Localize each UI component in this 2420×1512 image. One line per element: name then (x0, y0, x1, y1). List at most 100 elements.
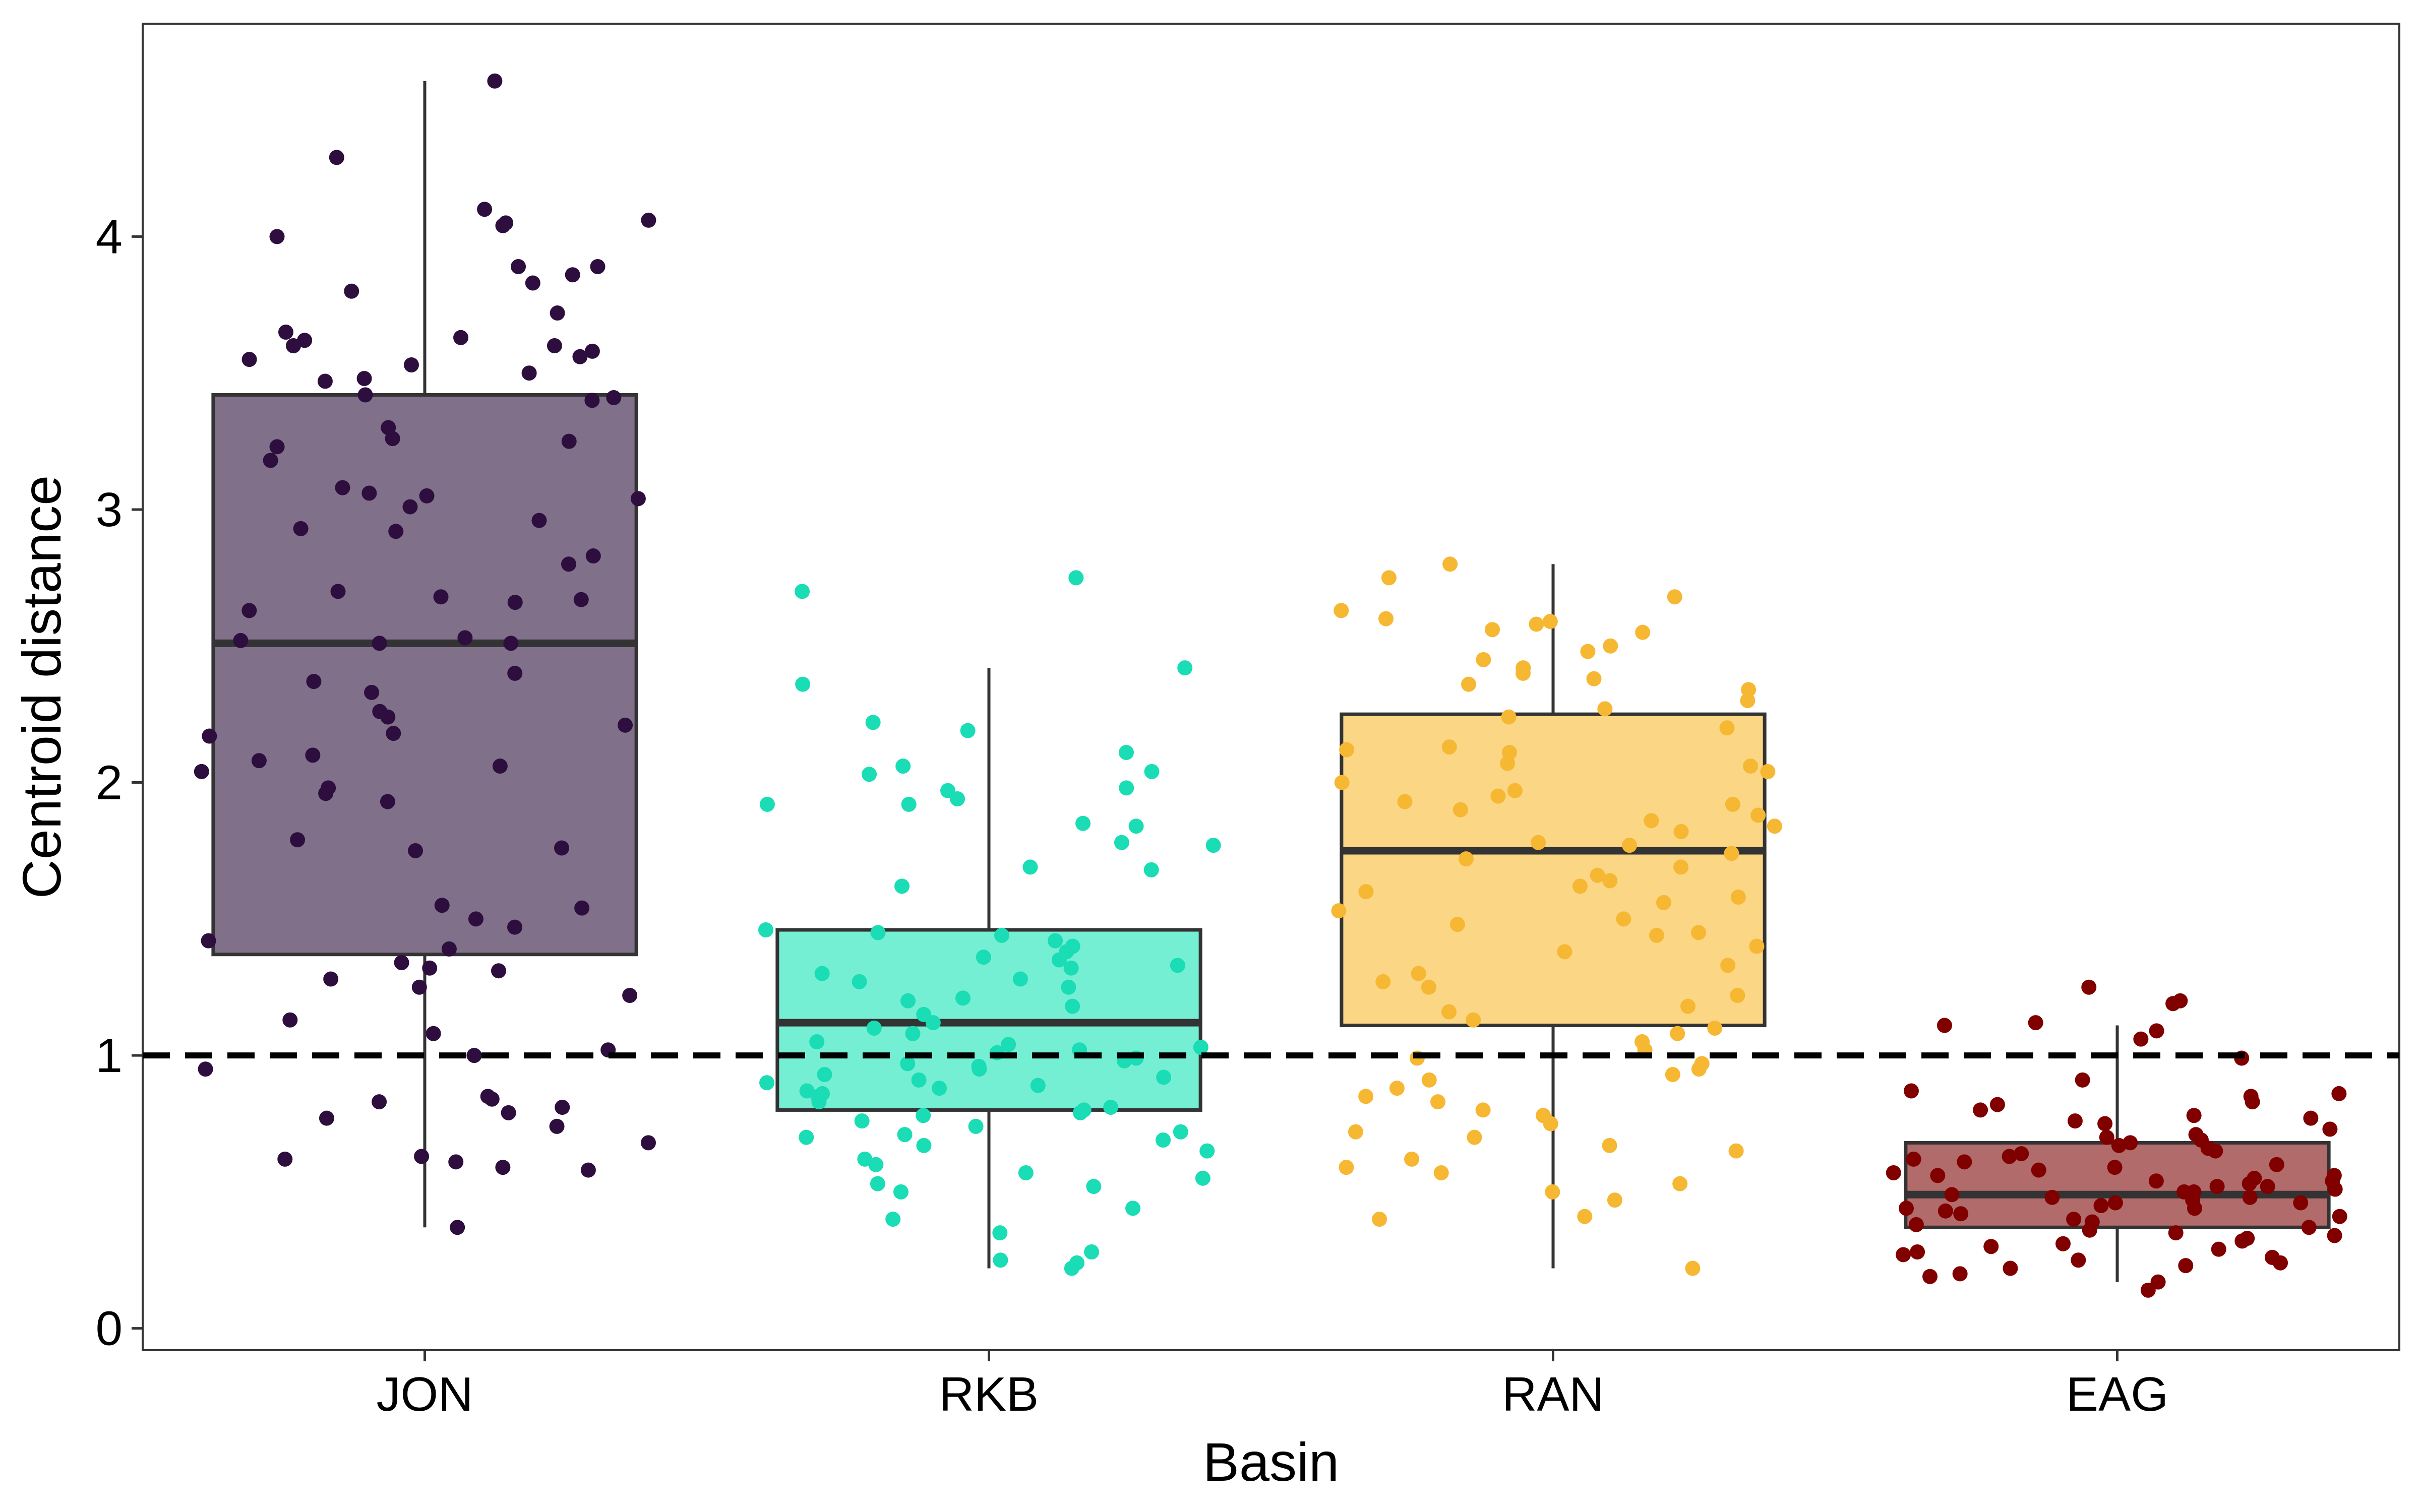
data-point-ran (1741, 682, 1757, 698)
data-point-ran (1597, 701, 1613, 717)
data-point-jon (561, 556, 577, 572)
data-point-eag (2002, 1149, 2017, 1164)
data-point-eag (1910, 1244, 1925, 1260)
data-point-ran (1673, 859, 1689, 875)
data-point-ran (1760, 764, 1776, 779)
data-point-ran (1545, 1184, 1560, 1200)
data-point-jon (402, 499, 418, 515)
data-point-ran (1603, 638, 1618, 654)
data-point-ran (1725, 796, 1740, 812)
data-point-ran (1680, 998, 1696, 1014)
data-point-ran (1656, 895, 1671, 910)
data-point-jon (630, 491, 646, 507)
data-point-jon (468, 911, 483, 927)
data-point-rkb (1048, 933, 1063, 949)
data-point-eag (1903, 1083, 1919, 1099)
data-point-eag (2168, 1225, 2184, 1241)
data-point-rkb (1177, 660, 1193, 676)
data-point-rkb (799, 1129, 814, 1145)
data-point-jon (561, 433, 577, 449)
data-point-jon (330, 584, 346, 599)
data-point-jon (426, 1026, 441, 1041)
data-point-rkb (1065, 998, 1080, 1014)
data-point-ran (1572, 878, 1588, 894)
data-point-jon (388, 524, 404, 539)
data-point-ran (1649, 927, 1664, 943)
data-point-rkb (900, 1056, 916, 1072)
data-point-jon (503, 636, 519, 651)
data-point-jon (585, 548, 601, 564)
data-point-jon (241, 603, 257, 618)
data-point-rkb (1061, 979, 1076, 995)
data-point-rkb (852, 974, 867, 989)
data-point-rkb (868, 1157, 884, 1172)
data-point-jon (201, 933, 216, 949)
data-point-ran (1691, 1061, 1707, 1077)
data-point-rkb (866, 1020, 882, 1036)
data-point-jon (550, 305, 565, 321)
data-point-jon (386, 726, 401, 741)
data-point-jon (411, 979, 427, 995)
data-point-rkb (795, 676, 811, 692)
data-point-ran (1707, 1020, 1723, 1036)
data-point-ran (1767, 818, 1782, 834)
data-point-ran (1670, 1026, 1685, 1041)
data-point-rkb (1128, 818, 1144, 834)
data-point-ran (1348, 1124, 1363, 1140)
data-point-ran (1339, 742, 1355, 758)
data-point-ran (1358, 1089, 1374, 1104)
data-point-eag (2003, 1261, 2018, 1276)
data-point-ran (1730, 987, 1745, 1003)
data-point-jon (487, 73, 503, 89)
data-point-ran (1557, 944, 1572, 960)
data-point-rkb (1012, 971, 1028, 987)
data-point-rkb (1072, 1105, 1088, 1120)
data-point-jon (590, 259, 606, 274)
data-point-eag (2140, 1282, 2156, 1298)
data-point-rkb (1173, 1124, 1188, 1140)
data-point-jon (357, 387, 373, 403)
data-point-rkb (916, 1108, 931, 1123)
data-point-jon (555, 1100, 570, 1115)
data-point-jon (269, 229, 285, 244)
data-point-eag (2245, 1094, 2260, 1110)
data-point-eag (2331, 1086, 2347, 1101)
data-point-jon (317, 373, 333, 389)
data-point-rkb (1086, 1179, 1102, 1194)
data-point-rkb (885, 1212, 901, 1227)
data-point-rkb (1084, 1244, 1100, 1260)
data-point-rkb (1143, 862, 1159, 877)
data-point-eag (2234, 1233, 2250, 1249)
data-point-jon (507, 595, 523, 610)
data-point-ran (1590, 867, 1605, 883)
data-point-ran (1685, 1261, 1701, 1276)
data-point-rkb (758, 922, 773, 937)
data-point-eag (2055, 1236, 2071, 1251)
data-point-rkb (1075, 815, 1091, 831)
data-point-jon (297, 333, 313, 348)
data-point-jon (484, 1091, 500, 1107)
data-point-jon (293, 521, 309, 536)
data-point-rkb (1199, 1143, 1215, 1159)
data-point-ran (1622, 838, 1638, 853)
data-point-jon (573, 592, 589, 607)
data-point-rkb (1018, 1165, 1034, 1180)
data-point-rkb (795, 584, 810, 599)
data-point-eag (1886, 1165, 1901, 1180)
data-point-ran (1543, 1116, 1558, 1131)
data-point-eag (2099, 1129, 2114, 1145)
data-point-eag (1930, 1168, 1946, 1183)
data-point-eag (2187, 1201, 2202, 1216)
data-point-rkb (1125, 1201, 1141, 1216)
data-point-jon (364, 684, 380, 700)
data-point-eag (2301, 1220, 2317, 1235)
data-point-jon (394, 955, 409, 970)
data-point-eag (2081, 979, 2097, 995)
data-point-ran (1334, 603, 1349, 618)
data-point-jon (574, 900, 590, 916)
data-point-rkb (925, 1015, 941, 1031)
data-point-jon (380, 794, 395, 809)
data-point-ran (1720, 958, 1736, 973)
data-point-eag (2327, 1181, 2343, 1197)
data-point-rkb (862, 767, 877, 782)
